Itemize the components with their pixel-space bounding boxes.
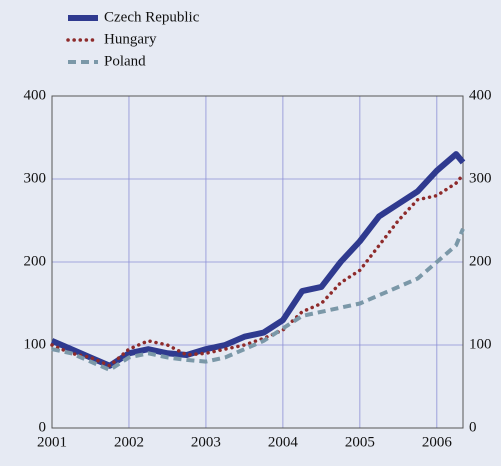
y-tick-label: 300 [24,170,47,186]
legend-label: Hungary [104,31,157,47]
x-tick-label: 2001 [37,434,67,450]
series-line [50,151,466,369]
y-tick-label: 400 [24,87,47,103]
y-tick-label: 100 [24,336,47,352]
y2-tick-label: 200 [469,253,492,269]
x-tick-label: 2003 [191,434,221,450]
y2-tick-label: 300 [469,170,492,186]
y2-tick-label: 100 [469,336,492,352]
legend-label: Poland [104,53,146,69]
x-tick-label: 2002 [114,434,144,450]
series-line [50,173,465,368]
y2-tick-label: 400 [469,87,492,103]
x-tick-label: 2006 [422,434,453,450]
legend-label: Czech Republic [104,9,200,25]
x-tick-label: 2005 [345,434,375,450]
y-tick-label: 200 [24,253,47,269]
series-line [51,228,465,372]
x-tick-label: 2004 [268,434,299,450]
plot-frame [51,95,464,429]
y2-tick-label: 0 [469,419,477,435]
y-tick-label: 0 [39,419,47,435]
